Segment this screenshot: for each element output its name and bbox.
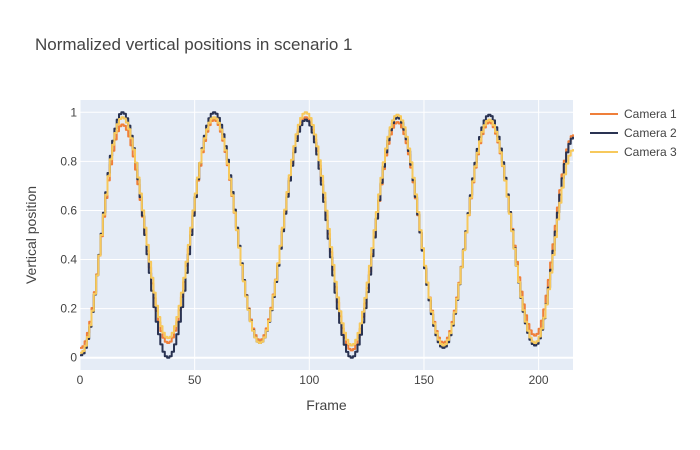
x-tick-label: 100 <box>299 373 319 387</box>
y-gridlines <box>80 111 573 359</box>
y-tick-label: 1 <box>70 105 77 119</box>
legend-label: Camera 3 <box>624 145 677 159</box>
x-axis-title: Frame <box>306 397 347 413</box>
legend-label: Camera 1 <box>624 107 677 121</box>
legend-label: Camera 2 <box>624 126 677 140</box>
x-tick-label: 50 <box>188 373 202 387</box>
x-tick-label: 150 <box>414 373 434 387</box>
legend[interactable]: Camera 1 Camera 2 Camera 3 <box>590 107 677 159</box>
chart-title: Normalized vertical positions in scenari… <box>35 35 352 54</box>
plot-background <box>80 100 573 370</box>
legend-item-3[interactable]: Camera 3 <box>590 145 677 159</box>
y-tick-label: 0.4 <box>60 253 77 267</box>
y-axis-title: Vertical position <box>23 186 39 284</box>
x-tick-label: 0 <box>77 373 84 387</box>
y-tick-label: 0.8 <box>60 154 77 168</box>
y-tick-label: 0 <box>70 351 77 365</box>
x-tick-labels: 0 50 100 150 200 <box>77 373 549 387</box>
legend-item-1[interactable]: Camera 1 <box>590 107 677 121</box>
x-tick-label: 200 <box>529 373 549 387</box>
y-tick-label: 0.2 <box>60 302 77 316</box>
y-tick-label: 0.6 <box>60 203 77 217</box>
legend-item-2[interactable]: Camera 2 <box>590 126 677 140</box>
series-line-3 <box>80 111 574 354</box>
y-tick-labels: 0 0.2 0.4 0.6 0.8 1 <box>60 105 77 364</box>
series-lines <box>80 111 574 359</box>
x-gridlines <box>79 100 540 370</box>
